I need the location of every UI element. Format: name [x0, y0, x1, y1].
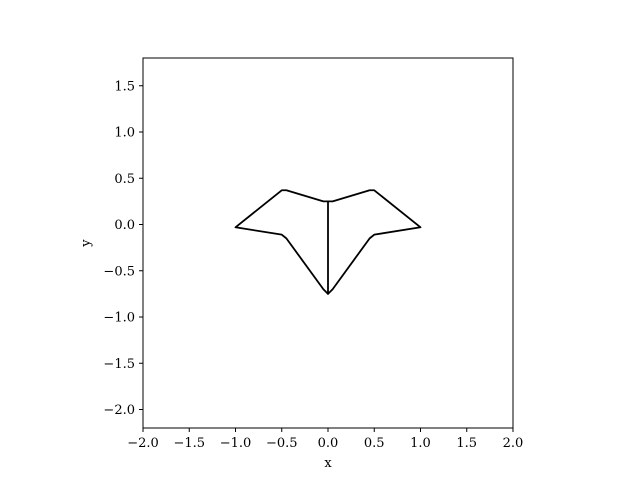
y-tick-label: −0.5	[103, 264, 135, 279]
y-axis-ticks: −2.0 −1.5 −1.0 −0.5 0.0 0.5 1.0 1.5	[103, 79, 143, 418]
x-tick-label: 1.0	[410, 436, 431, 451]
y-tick-label: 0.0	[114, 218, 135, 233]
y-tick-label: 0.5	[114, 172, 135, 187]
x-tick-label: −2.0	[127, 436, 159, 451]
y-axis-label: y	[79, 239, 94, 248]
x-axis-ticks: −2.0 −1.5 −1.0 −0.5 0.0 0.5 1.0 1.5 2.0	[127, 428, 523, 451]
x-tick-label: 1.5	[456, 436, 477, 451]
x-tick-label: 2.0	[503, 436, 524, 451]
x-tick-label: 0.5	[364, 436, 385, 451]
plot-area	[234, 189, 422, 295]
x-axis-label: x	[324, 456, 332, 471]
y-tick-label: 1.0	[114, 126, 135, 141]
y-tick-label: 1.5	[114, 79, 135, 94]
y-tick-label: −1.5	[103, 357, 135, 372]
x-tick-label: −1.5	[173, 436, 205, 451]
x-tick-label: −1.0	[220, 436, 252, 451]
y-tick-label: −1.0	[103, 311, 135, 326]
x-tick-label: 0.0	[318, 436, 339, 451]
x-tick-label: −0.5	[266, 436, 298, 451]
y-tick-label: −2.0	[103, 403, 135, 418]
